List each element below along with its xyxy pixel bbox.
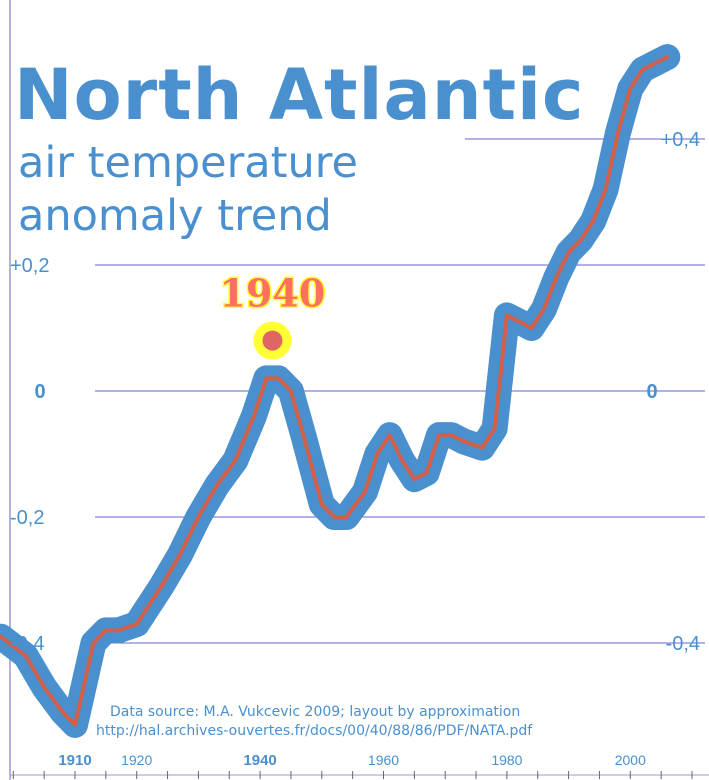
y-tick-label-left: -0,4 <box>10 633 44 655</box>
series-line-0 <box>0 55 670 727</box>
y-tick-label-right: 0 <box>646 381 657 403</box>
chart-title: North Atlantic <box>14 54 585 136</box>
x-tick-label: 1980 <box>491 752 522 768</box>
chart-subtitle-line1: air temperature <box>18 138 358 188</box>
series-layer <box>0 44 681 738</box>
chart-subtitle-line2: anomaly trend <box>18 191 332 241</box>
annotation-marker <box>262 330 283 351</box>
y-tick-label-left: -0,2 <box>10 507 44 529</box>
y-tick-label-left: 0 <box>34 381 45 403</box>
tick-labels: 1910 1920 1940 1960 1980 2000 +0,2 0 -0,2 -0,4 +0,… <box>10 129 700 769</box>
annotation-layer: 1940 <box>218 269 327 360</box>
annotation-label: 1940 <box>220 271 326 316</box>
y-tick-label-right: -0,4 <box>666 633 700 655</box>
y-tick-label-right: +0,4 <box>661 129 700 151</box>
y-tick-label-left: +0,2 <box>10 255 49 277</box>
x-tick-label: 1920 <box>121 752 152 768</box>
x-tick-label: 2000 <box>615 752 646 768</box>
x-tick-label: 1960 <box>368 752 399 768</box>
x-tick-label: 1940 <box>243 752 276 769</box>
data-source-note: Data source: M.A. Vukcevic 2009; layout … <box>110 704 521 720</box>
x-tick-label: 1910 <box>58 752 91 769</box>
data-source-url: http://hal.archives-ouvertes.fr/docs/00/… <box>96 723 533 739</box>
